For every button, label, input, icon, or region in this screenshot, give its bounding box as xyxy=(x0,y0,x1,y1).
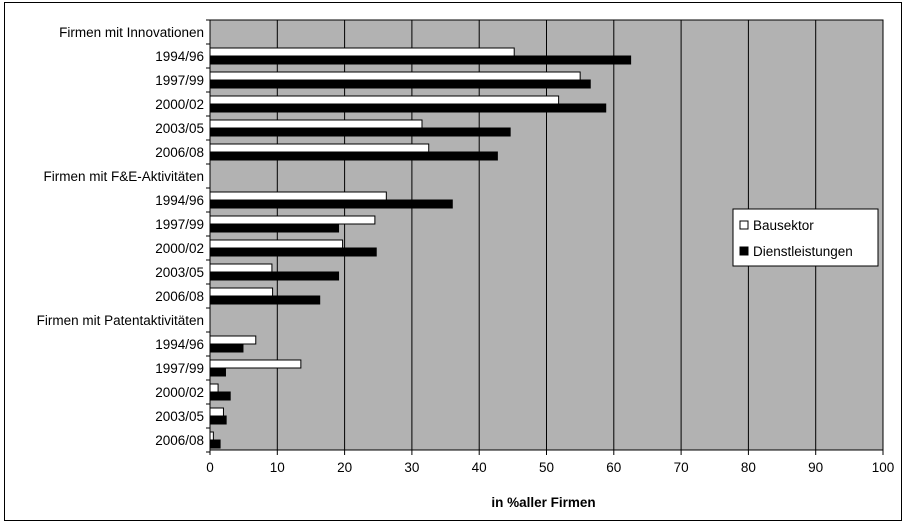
legend-swatch xyxy=(739,220,749,230)
x-tick-label: 30 xyxy=(404,460,419,475)
bar-bausektor xyxy=(209,239,344,249)
bar-dienstleistungen xyxy=(209,247,377,257)
category-label: 2003/05 xyxy=(155,265,204,280)
bar-bausektor xyxy=(209,407,224,417)
bar-dienstleistungen xyxy=(209,295,321,305)
bar-bausektor xyxy=(209,191,387,201)
category-label: 1997/99 xyxy=(155,217,204,232)
bar-bausektor xyxy=(209,47,515,57)
x-tick-label: 90 xyxy=(808,460,823,475)
bar-dienstleistungen xyxy=(209,415,227,425)
bar-dienstleistungen xyxy=(209,391,231,401)
legend-box xyxy=(732,208,879,267)
bar-bausektor xyxy=(209,95,560,105)
category-label: 2000/02 xyxy=(155,97,204,112)
group-label: Firmen mit Patentaktivitäten xyxy=(37,313,204,328)
category-label: 1997/99 xyxy=(155,73,204,88)
category-label: 2003/05 xyxy=(155,121,204,136)
bar-bausektor xyxy=(209,143,430,153)
x-tick-label: 0 xyxy=(206,460,214,475)
bar-dienstleistungen xyxy=(209,439,221,449)
x-tick-label: 80 xyxy=(741,460,756,475)
bar-bausektor xyxy=(209,215,376,225)
bar-dienstleistungen xyxy=(209,79,591,89)
legend-label: Dienstleistungen xyxy=(753,244,853,259)
bar-dienstleistungen xyxy=(209,151,498,161)
category-label: 1994/96 xyxy=(155,49,204,64)
category-label: 2006/08 xyxy=(155,289,204,304)
bar-dienstleistungen xyxy=(209,127,511,137)
bar-bausektor xyxy=(209,119,423,129)
x-tick-label: 10 xyxy=(270,460,285,475)
x-axis-title: in %aller Firmen xyxy=(491,495,595,510)
x-tick-label: 100 xyxy=(872,460,895,475)
x-tick-label: 60 xyxy=(606,460,621,475)
bar-bausektor xyxy=(209,263,273,273)
legend-label: Bausektor xyxy=(753,218,814,233)
category-label: 2000/02 xyxy=(155,385,204,400)
bar-bausektor xyxy=(209,335,257,345)
category-label: 1997/99 xyxy=(155,361,204,376)
bar-dienstleistungen xyxy=(209,55,632,65)
bar-dienstleistungen xyxy=(209,367,226,377)
category-label: 2006/08 xyxy=(155,433,204,448)
group-label: Firmen mit F&E-Aktivitäten xyxy=(43,169,204,184)
bar-bausektor xyxy=(209,287,274,297)
bar-dienstleistungen xyxy=(209,103,607,113)
bar-dienstleistungen xyxy=(209,271,340,281)
x-tick-label: 40 xyxy=(472,460,487,475)
x-tick-label: 50 xyxy=(539,460,554,475)
bar-bausektor xyxy=(209,71,581,81)
category-label: 2000/02 xyxy=(155,241,204,256)
bar-dienstleistungen xyxy=(209,199,453,209)
x-tick-label: 20 xyxy=(337,460,352,475)
bar-bausektor xyxy=(209,431,214,441)
group-label: Firmen mit Innovationen xyxy=(59,25,204,40)
category-label: 2006/08 xyxy=(155,145,204,160)
category-label: 1994/96 xyxy=(155,337,204,352)
bar-dienstleistungen xyxy=(209,223,340,233)
category-label: 1994/96 xyxy=(155,193,204,208)
bar-bausektor xyxy=(209,383,219,393)
category-label: 2003/05 xyxy=(155,409,204,424)
bar-dienstleistungen xyxy=(209,343,244,353)
x-tick-label: 70 xyxy=(674,460,689,475)
bar-bausektor xyxy=(209,359,302,369)
legend-swatch xyxy=(739,246,749,256)
